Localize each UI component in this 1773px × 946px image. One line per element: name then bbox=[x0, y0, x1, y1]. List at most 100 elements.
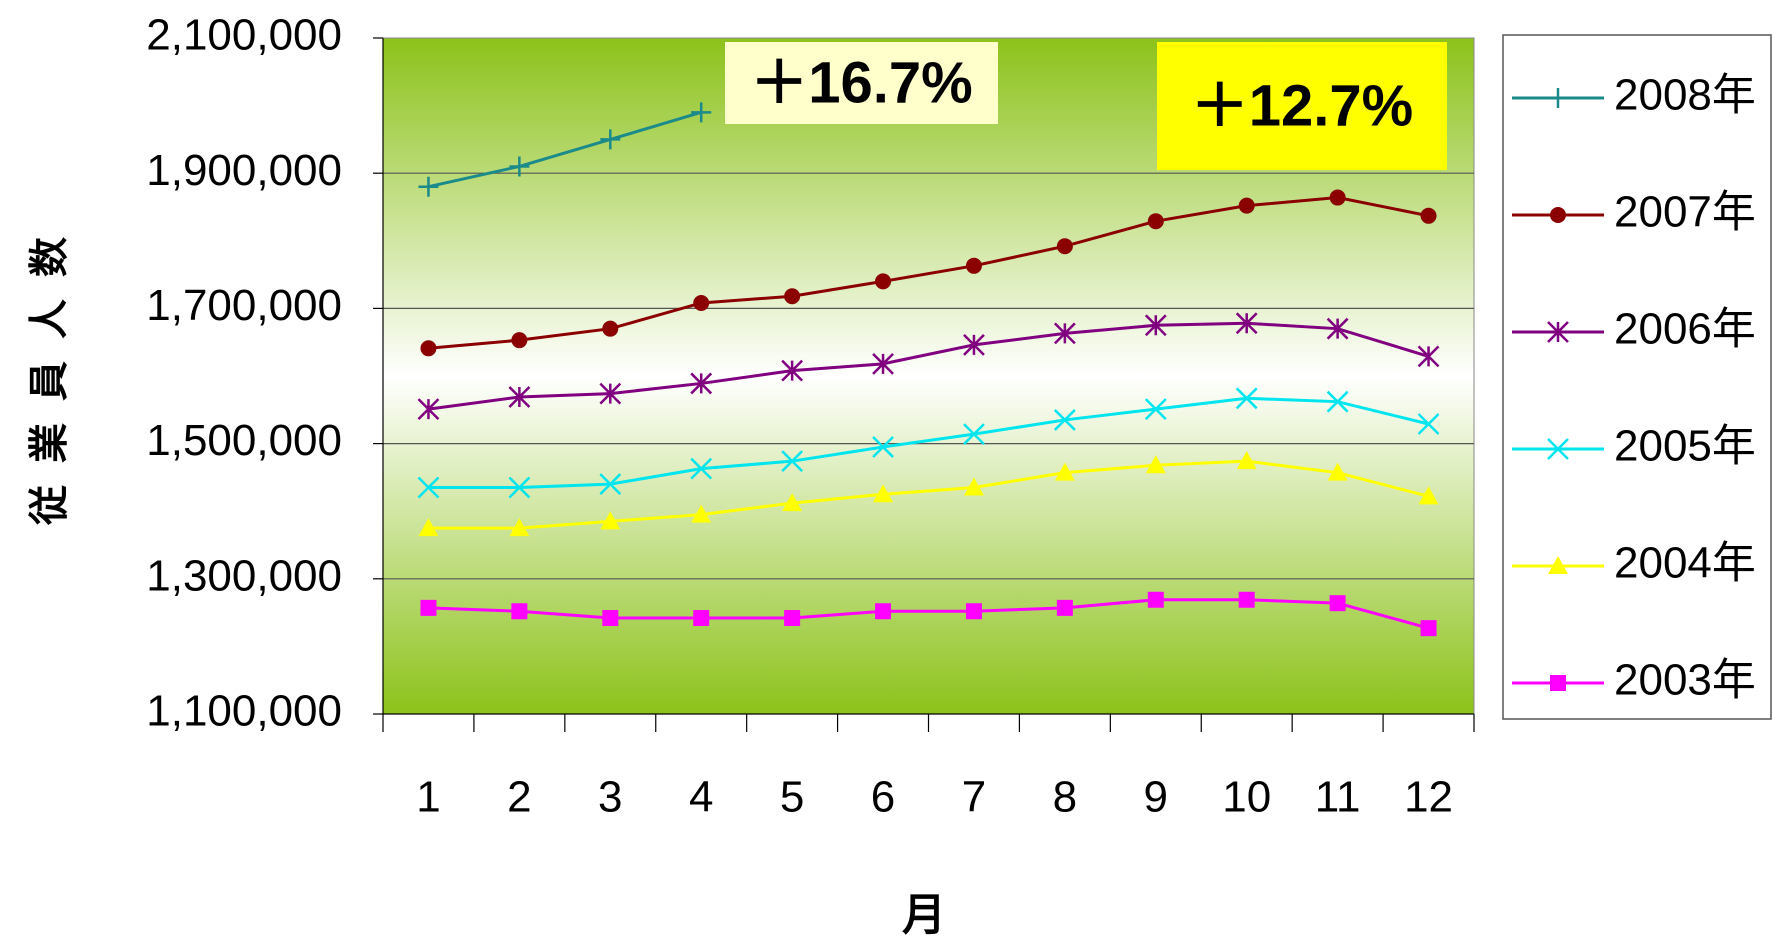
marker-shape bbox=[1238, 591, 1255, 608]
series-line bbox=[428, 321, 1429, 411]
marker-shape bbox=[417, 398, 440, 421]
marker bbox=[1238, 591, 1255, 608]
marker-shape bbox=[1145, 455, 1166, 474]
marker-shape bbox=[420, 599, 437, 616]
marker-shape bbox=[1056, 238, 1073, 255]
marker-shape bbox=[1329, 189, 1346, 206]
marker bbox=[508, 386, 531, 408]
x-tick-label: 10 bbox=[1222, 773, 1271, 822]
marker bbox=[1054, 462, 1075, 481]
legend-box bbox=[1502, 34, 1772, 720]
marker bbox=[693, 610, 710, 627]
marker bbox=[963, 477, 984, 496]
marker bbox=[1235, 387, 1258, 410]
x-tick-label: 4 bbox=[689, 773, 713, 822]
x-tick-label: 7 bbox=[962, 773, 986, 822]
marker bbox=[420, 599, 437, 616]
marker-shape bbox=[1327, 462, 1348, 481]
y-axis-title: 従業員人数 bbox=[28, 215, 72, 526]
marker bbox=[873, 484, 894, 503]
marker bbox=[1235, 312, 1258, 335]
marker-shape bbox=[508, 386, 531, 408]
marker bbox=[875, 603, 892, 620]
marker-shape bbox=[509, 156, 530, 177]
marker-shape bbox=[418, 518, 439, 537]
y-tick-label: 2,100,000 bbox=[146, 11, 342, 60]
marker bbox=[1236, 451, 1257, 470]
legend-label: 2003年 bbox=[1614, 656, 1756, 705]
marker bbox=[417, 398, 440, 421]
marker bbox=[508, 476, 531, 499]
marker-shape bbox=[1420, 207, 1437, 224]
marker-shape bbox=[1547, 438, 1569, 460]
marker bbox=[1053, 322, 1076, 345]
x-tick-label: 1 bbox=[416, 773, 440, 822]
marker-shape bbox=[1053, 409, 1076, 431]
marker-shape bbox=[511, 332, 528, 349]
marker bbox=[600, 511, 621, 530]
marker-shape bbox=[1236, 451, 1257, 470]
marker-shape bbox=[1056, 599, 1073, 616]
marker bbox=[417, 476, 440, 499]
marker-shape bbox=[1235, 387, 1258, 410]
marker-shape bbox=[691, 504, 712, 523]
marker-shape bbox=[1417, 413, 1440, 435]
marker-shape bbox=[600, 129, 621, 150]
marker-shape bbox=[508, 476, 531, 499]
marker bbox=[782, 493, 803, 512]
marker-shape bbox=[1550, 675, 1566, 691]
marker-shape bbox=[691, 102, 712, 123]
marker-shape bbox=[690, 457, 713, 480]
marker-shape bbox=[1417, 345, 1440, 368]
marker bbox=[781, 450, 804, 473]
marker-shape bbox=[781, 359, 804, 382]
marker-shape bbox=[1326, 317, 1349, 340]
marker-shape bbox=[1238, 197, 1255, 214]
marker bbox=[1056, 238, 1073, 255]
marker bbox=[1326, 317, 1349, 340]
marker bbox=[872, 436, 894, 458]
marker bbox=[511, 332, 528, 349]
marker bbox=[963, 334, 985, 356]
series-line bbox=[428, 196, 1429, 350]
series-line bbox=[428, 459, 1429, 530]
marker-shape bbox=[690, 372, 713, 395]
marker bbox=[691, 504, 712, 523]
marker-shape bbox=[781, 450, 804, 473]
marker bbox=[602, 320, 619, 337]
marker-shape bbox=[872, 352, 894, 375]
marker bbox=[1420, 207, 1437, 224]
marker-shape bbox=[1550, 207, 1566, 223]
marker-shape bbox=[963, 477, 984, 496]
marker bbox=[1144, 398, 1167, 421]
series-line bbox=[428, 396, 1429, 490]
marker-shape bbox=[963, 334, 985, 356]
y-tick-label: 1,300,000 bbox=[146, 551, 342, 600]
marker-shape bbox=[875, 603, 892, 620]
x-tick-label: 12 bbox=[1404, 773, 1453, 822]
marker bbox=[418, 518, 439, 537]
x-tick-label: 9 bbox=[1144, 773, 1168, 822]
x-axis-title: 月 bbox=[902, 891, 946, 940]
annotation: ＋12.7% bbox=[1191, 73, 1413, 138]
marker-shape bbox=[693, 610, 710, 627]
marker-shape bbox=[1235, 312, 1258, 335]
x-tick-label: 6 bbox=[871, 773, 895, 822]
marker bbox=[1326, 390, 1349, 413]
marker bbox=[1147, 591, 1164, 608]
marker bbox=[691, 102, 712, 123]
marker bbox=[875, 273, 892, 290]
marker-shape bbox=[509, 518, 530, 537]
x-tick-label: 11 bbox=[1315, 773, 1361, 822]
marker bbox=[781, 359, 804, 382]
marker bbox=[600, 129, 621, 150]
marker-shape bbox=[1548, 88, 1568, 108]
marker bbox=[1547, 438, 1569, 460]
marker bbox=[1053, 409, 1076, 431]
marker-shape bbox=[599, 473, 622, 496]
marker bbox=[1238, 197, 1255, 214]
marker bbox=[599, 473, 622, 496]
annotation: ＋16.7% bbox=[750, 50, 972, 115]
marker bbox=[690, 457, 713, 480]
marker bbox=[963, 423, 985, 446]
